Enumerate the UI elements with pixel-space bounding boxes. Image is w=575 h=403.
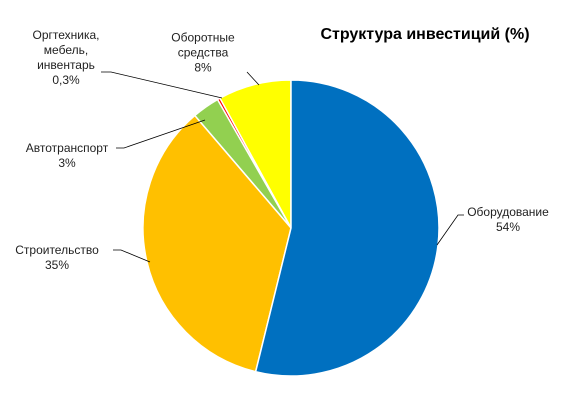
data-label: Оборудование 54% bbox=[458, 205, 558, 235]
chart-title: Структура инвестиций (%) bbox=[320, 26, 530, 43]
category-label: Строительство bbox=[15, 243, 99, 257]
leader-line bbox=[101, 71, 223, 99]
category-label: Оборудование bbox=[467, 205, 549, 219]
value-label: 8% bbox=[194, 60, 212, 75]
data-label: Строительство 35% bbox=[7, 243, 107, 273]
value-label: 0,3% bbox=[52, 73, 80, 87]
data-label: Оборотные средства 8% bbox=[158, 31, 248, 76]
data-label: Оргтехника, мебель, инвентарь 0,3% bbox=[21, 28, 111, 88]
category-label: Оборотные средства bbox=[171, 30, 235, 60]
leader-line bbox=[436, 214, 464, 246]
pie-slice bbox=[254, 79, 440, 377]
leader-lines bbox=[101, 71, 464, 263]
leader-line bbox=[113, 249, 151, 263]
data-label: Автотранспорт 3% bbox=[17, 141, 117, 171]
category-label: Оргтехника, мебель, инвентарь bbox=[32, 28, 100, 72]
category-label: Автотранспорт bbox=[25, 141, 109, 155]
value-label: 54% bbox=[495, 220, 521, 234]
pie-slice bbox=[142, 114, 292, 373]
value-label: 35% bbox=[44, 258, 70, 272]
leader-line bbox=[116, 119, 206, 149]
value-label: 3% bbox=[58, 156, 76, 170]
leader-line bbox=[246, 71, 260, 86]
